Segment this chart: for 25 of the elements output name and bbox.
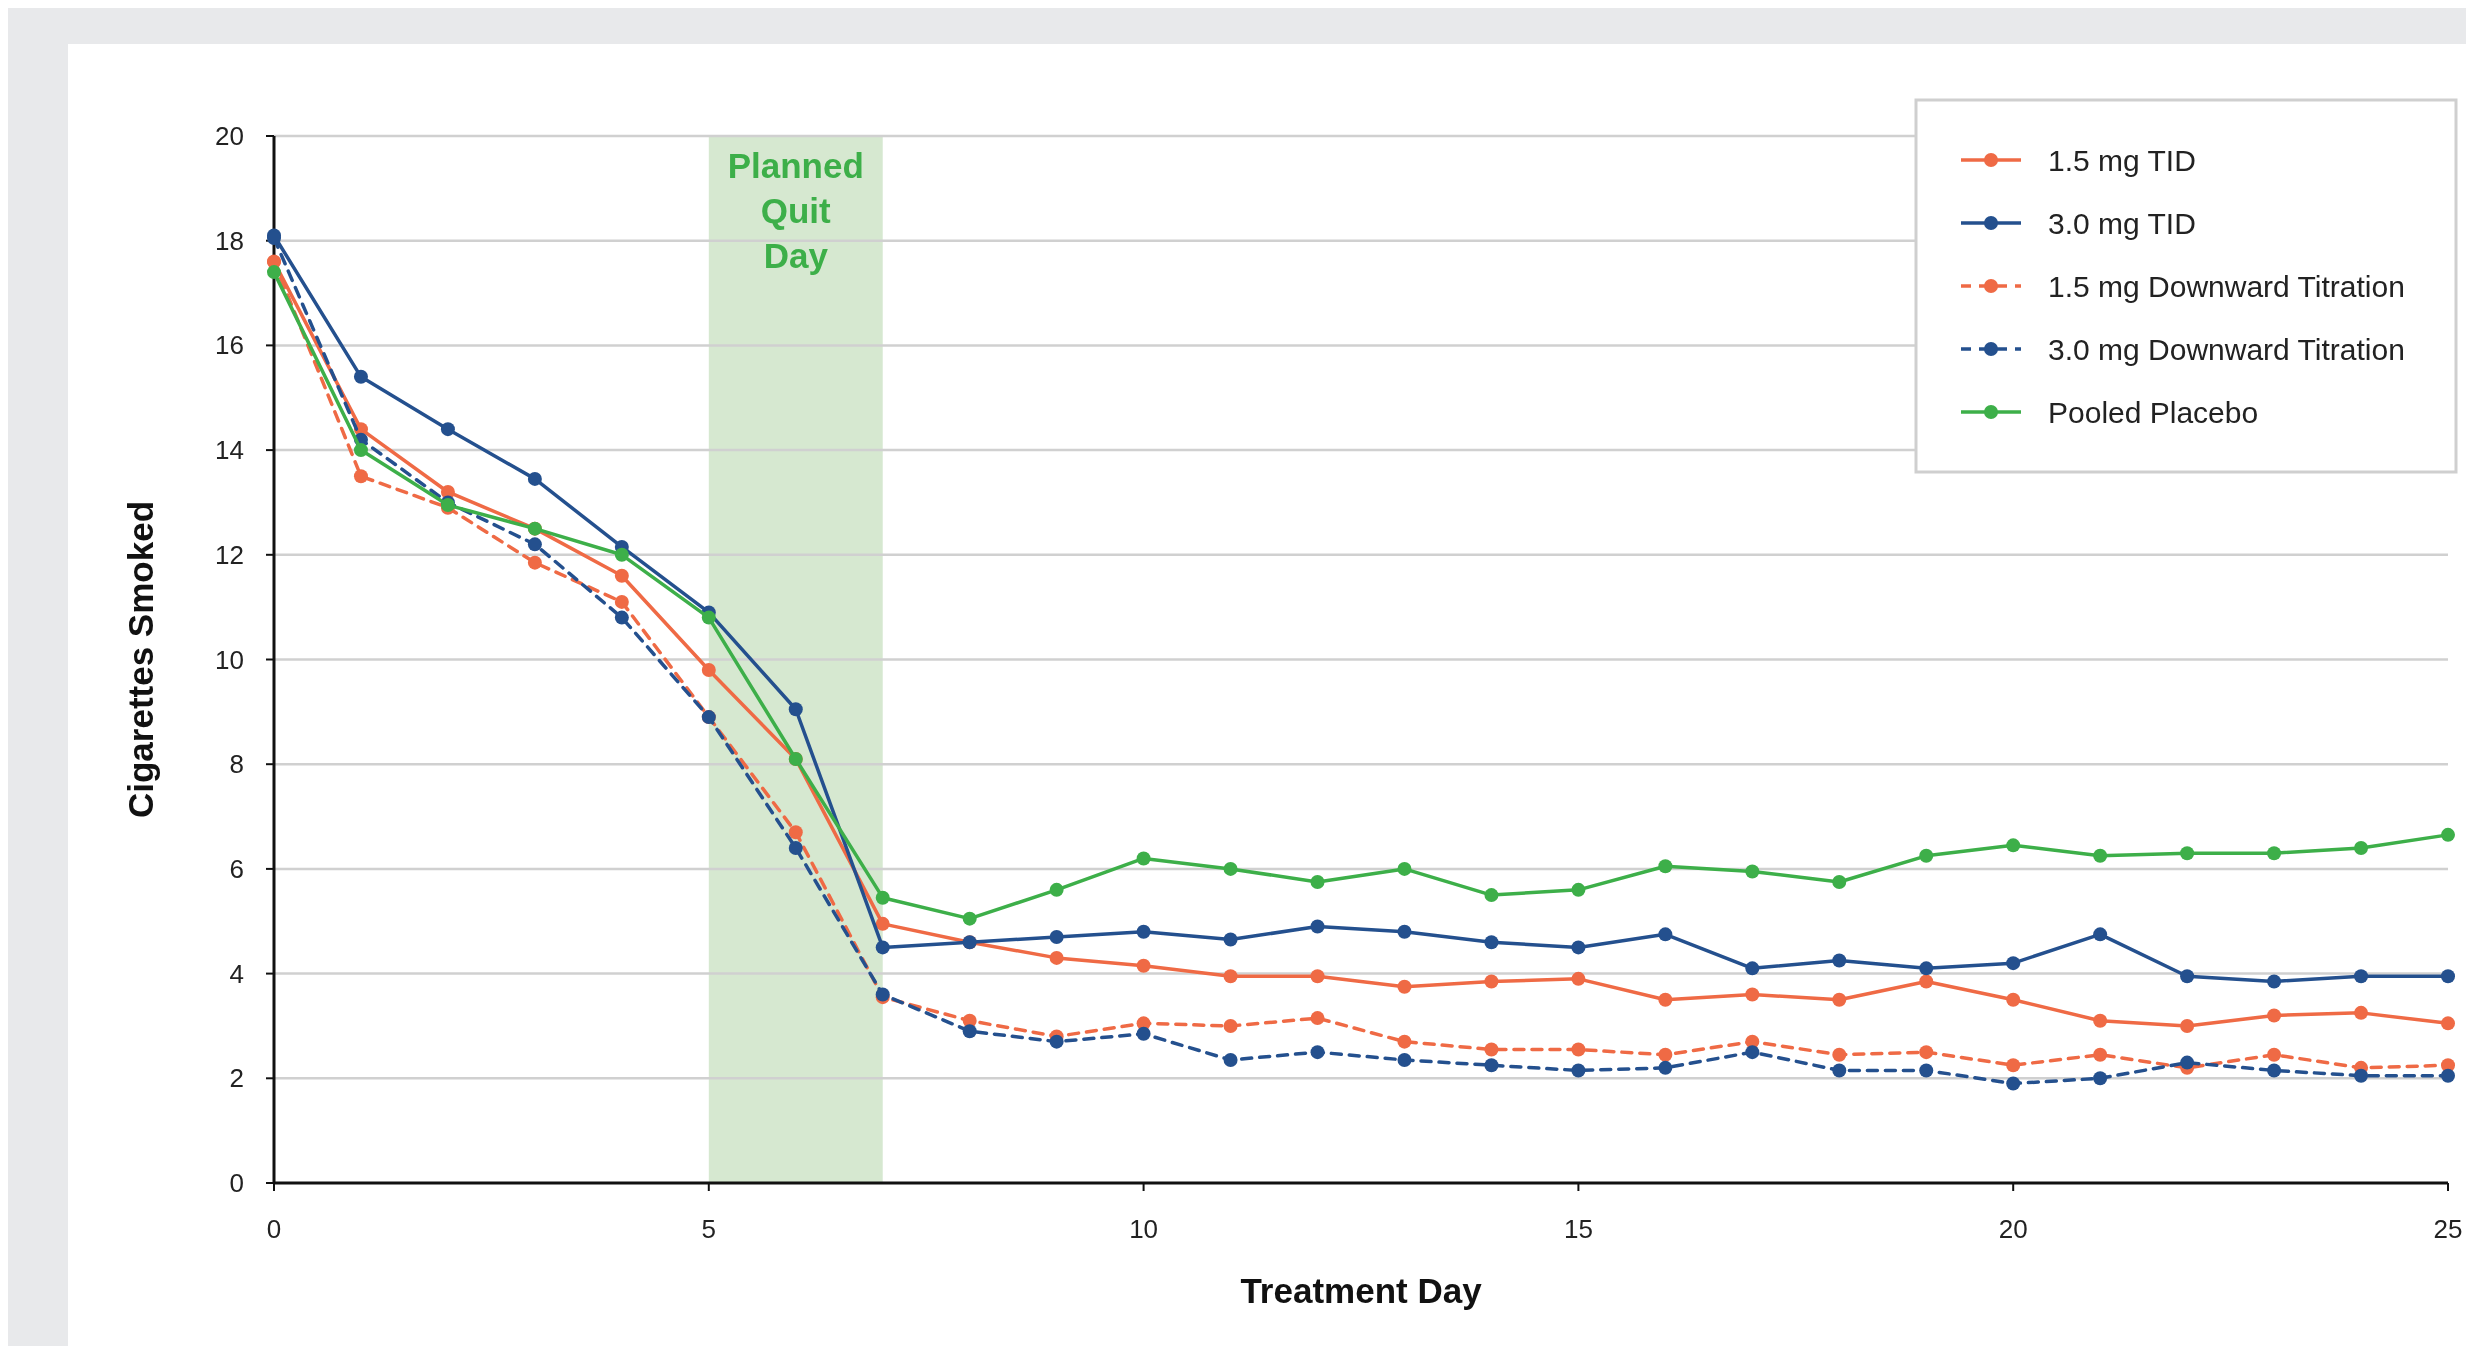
y-tick-label: 0 <box>229 1168 244 1198</box>
x-tick-label: 5 <box>701 1214 717 1244</box>
y-tick-label: 6 <box>229 853 244 884</box>
y-tick-label: 18 <box>215 225 244 256</box>
legend-label: Pooled Placebo <box>2048 396 2259 429</box>
legend-label: 1.5 mg TID <box>2048 144 2196 177</box>
legend-label: 3.0 mg TID <box>2048 207 2196 240</box>
y-tick-label: 20 <box>215 121 244 151</box>
x-tick-label: 10 <box>1129 1214 1159 1244</box>
x-tick-label: 20 <box>1998 1214 2028 1244</box>
x-tick-label: 15 <box>1563 1214 1593 1244</box>
y-tick-label: 14 <box>215 435 244 466</box>
y-tick-label: 16 <box>215 330 244 361</box>
y-axis-title: Cigarettes Smoked <box>121 500 160 819</box>
y-tick-label: 4 <box>229 958 244 989</box>
y-tick-label: 12 <box>215 539 244 570</box>
legend-label: 3.0 mg Downward Titration <box>2048 333 2405 366</box>
x-tick-label: 0 <box>266 1214 282 1244</box>
x-axis-title: Treatment Day <box>1240 1271 1483 1310</box>
y-tick-label: 8 <box>229 749 244 780</box>
x-tick-label: 25 <box>2433 1214 2463 1244</box>
y-tick-label: 10 <box>215 644 244 675</box>
band-label: Planned Quit Day <box>727 146 864 275</box>
legend-label: 1.5 mg Downward Titration <box>2048 270 2405 303</box>
y-tick-label: 2 <box>229 1063 244 1094</box>
